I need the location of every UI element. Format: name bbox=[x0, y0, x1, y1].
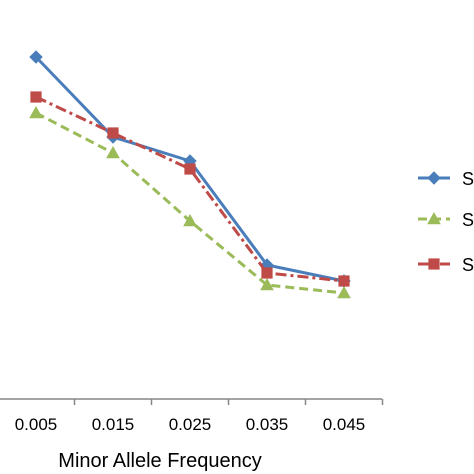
series-3 bbox=[30, 91, 350, 287]
series-2 bbox=[29, 105, 351, 299]
triangle-marker bbox=[260, 277, 274, 291]
legend-item: S bbox=[418, 255, 474, 275]
triangle-marker bbox=[183, 213, 197, 227]
x-tick-label: 0.045 bbox=[323, 415, 366, 434]
square-marker bbox=[261, 267, 273, 279]
square-marker bbox=[30, 91, 42, 103]
x-tick-label: 0.015 bbox=[92, 415, 135, 434]
x-tick-labels: 0.005 0.015 0.025 0.035 0.045 bbox=[15, 415, 366, 434]
legend-label: S bbox=[462, 169, 474, 189]
series-line bbox=[35, 111, 345, 295]
diamond-marker bbox=[427, 171, 441, 185]
series-group bbox=[29, 50, 351, 299]
triangle-marker bbox=[106, 145, 120, 159]
legend: S S S bbox=[418, 169, 474, 275]
triangle-marker bbox=[29, 105, 43, 119]
series-line bbox=[35, 95, 345, 283]
square-marker bbox=[428, 258, 440, 270]
x-tick-label: 0.035 bbox=[246, 415, 289, 434]
x-tick-marks bbox=[73, 399, 384, 405]
x-axis-title: Minor Allele Frequency bbox=[58, 450, 261, 472]
legend-item: S bbox=[418, 169, 474, 189]
legend-label: S bbox=[462, 210, 474, 230]
square-marker bbox=[338, 275, 350, 287]
square-marker bbox=[184, 163, 196, 175]
x-tick-label: 0.025 bbox=[169, 415, 212, 434]
square-marker bbox=[107, 127, 119, 139]
legend-label: S bbox=[462, 255, 474, 275]
x-tick-label: 0.005 bbox=[15, 415, 58, 434]
triangle-marker bbox=[337, 285, 351, 299]
legend-item: S bbox=[418, 210, 474, 230]
triangle-marker bbox=[427, 211, 441, 225]
diamond-marker bbox=[29, 50, 43, 64]
